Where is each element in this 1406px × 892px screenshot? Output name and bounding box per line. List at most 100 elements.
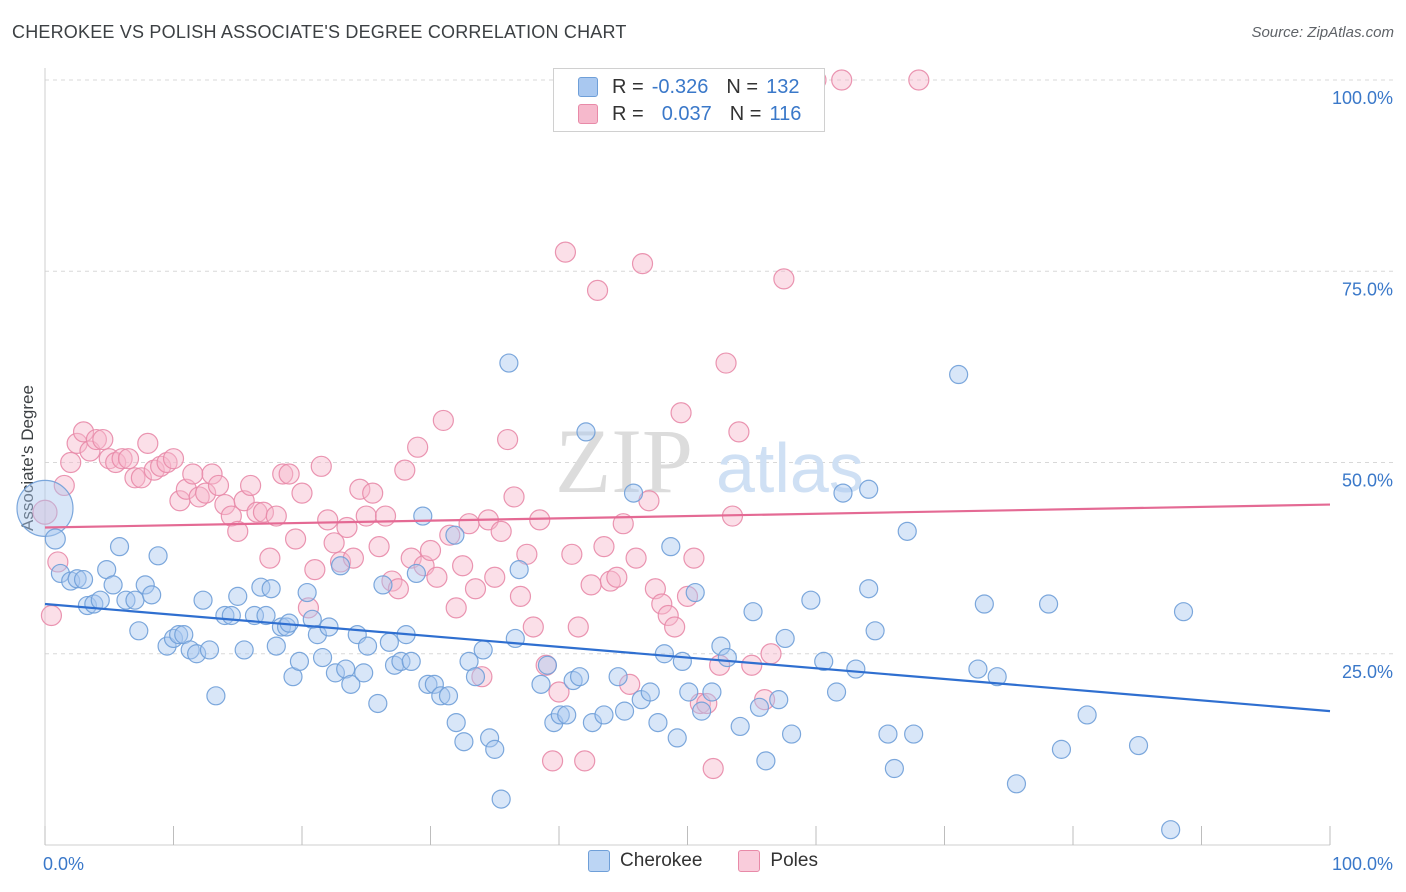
cherokee-point [357,636,378,656]
poles-point [497,428,519,451]
poles-point [670,402,692,424]
legend-item-cherokee[interactable]: Cherokee [588,850,702,872]
cherokee-point [438,686,459,706]
poles-point [227,520,249,542]
poles-point [503,486,525,508]
cherokee-swatch [578,77,598,97]
poles-point [284,528,307,550]
cherokee-point [251,577,271,597]
cherokee-point [775,628,795,649]
cherokee-point [221,605,241,626]
cherokee-point [1038,594,1059,614]
cherokee-point [884,758,904,779]
poles-point [105,451,127,474]
cherokee-point [103,575,123,595]
poles-point [362,482,384,504]
cherokee-point [730,716,750,737]
poles-point [201,463,223,485]
poles-label: Poles [770,850,818,871]
poles-point [715,352,737,374]
cherokee-point [594,705,614,725]
poles-point [439,524,461,546]
poles-point [574,750,596,772]
poles-point [317,509,339,531]
poles-point [310,455,332,477]
cherokee-point [289,651,310,672]
poles-point [484,566,506,588]
poles-point [657,604,679,627]
n-value: 116 [769,102,802,125]
watermark-zip: ZIP [555,410,693,512]
cherokee-point [256,605,276,626]
cherokee-point [297,582,317,603]
poles-point [509,585,532,607]
poles-point [137,432,159,454]
poles-point [374,505,397,527]
poles-point [651,593,673,615]
cherokee-point [424,674,444,694]
axes [44,68,1331,846]
poles-point [98,448,120,470]
poles-point [336,516,358,539]
cherokee-point [711,636,731,656]
tick-labels: 100.0% 75.0% 50.0% 25.0% 0.0% 100.0% [43,88,1393,874]
cherokee-point [749,697,770,717]
cherokee-point [987,667,1007,687]
poles-point [664,616,686,638]
y-tick-label: 75.0% [1342,279,1393,299]
cherokee-point [801,590,821,610]
poles-point [567,616,589,638]
x-tick-label-min: 0.0% [43,854,84,874]
cherokee-point [569,667,590,687]
poles-point [407,436,429,458]
cherokee-point [379,632,399,652]
poles-point [548,681,570,703]
poles-point [188,486,210,508]
cherokee-point [654,644,674,664]
poles-point [207,474,230,497]
poles-point [773,268,795,290]
cherokee-point [672,651,692,672]
poles-point [130,467,152,489]
poles-point [349,478,371,500]
cherokee-point [199,640,220,660]
cherokee-point [865,621,885,641]
poles-point [490,520,512,542]
legend-item-poles[interactable]: Poles [738,850,818,872]
cherokee-point [499,353,519,373]
cherokee-point [661,537,681,557]
cherokee-point [368,693,388,714]
cherokee-point [614,701,635,721]
cherokee-point [336,659,356,679]
poles-point [419,539,442,562]
cherokee-point [406,563,426,584]
poles-point [625,547,647,569]
cherokee-point [756,751,776,771]
cherokee-point [109,537,130,557]
cherokee-point [576,422,596,442]
poles-point [329,551,352,573]
cherokee-point [157,636,177,656]
poles-point [741,654,763,676]
cherokee-point [717,647,737,668]
poles-point [541,750,564,772]
poles-point [586,279,609,301]
cherokee-point [859,579,879,599]
cherokee-point [90,590,110,610]
cherokee-point [1051,739,1072,759]
cherokee-point [509,559,529,580]
legend-row-poles: R = 0.037 N = 116 [578,102,801,126]
cherokee-point [904,724,924,744]
poles-point [355,505,377,527]
cherokee-point [307,625,328,645]
cherokee-point [833,483,853,503]
cherokee-point [968,659,988,679]
cherokee-point [431,686,451,706]
poles-point [252,501,275,523]
cherokee-point [1077,705,1097,725]
poles-swatch [738,850,761,872]
poles-point [240,474,262,497]
source-label: Source: ZipAtlas.com [1251,24,1394,41]
poles-point [522,616,544,638]
